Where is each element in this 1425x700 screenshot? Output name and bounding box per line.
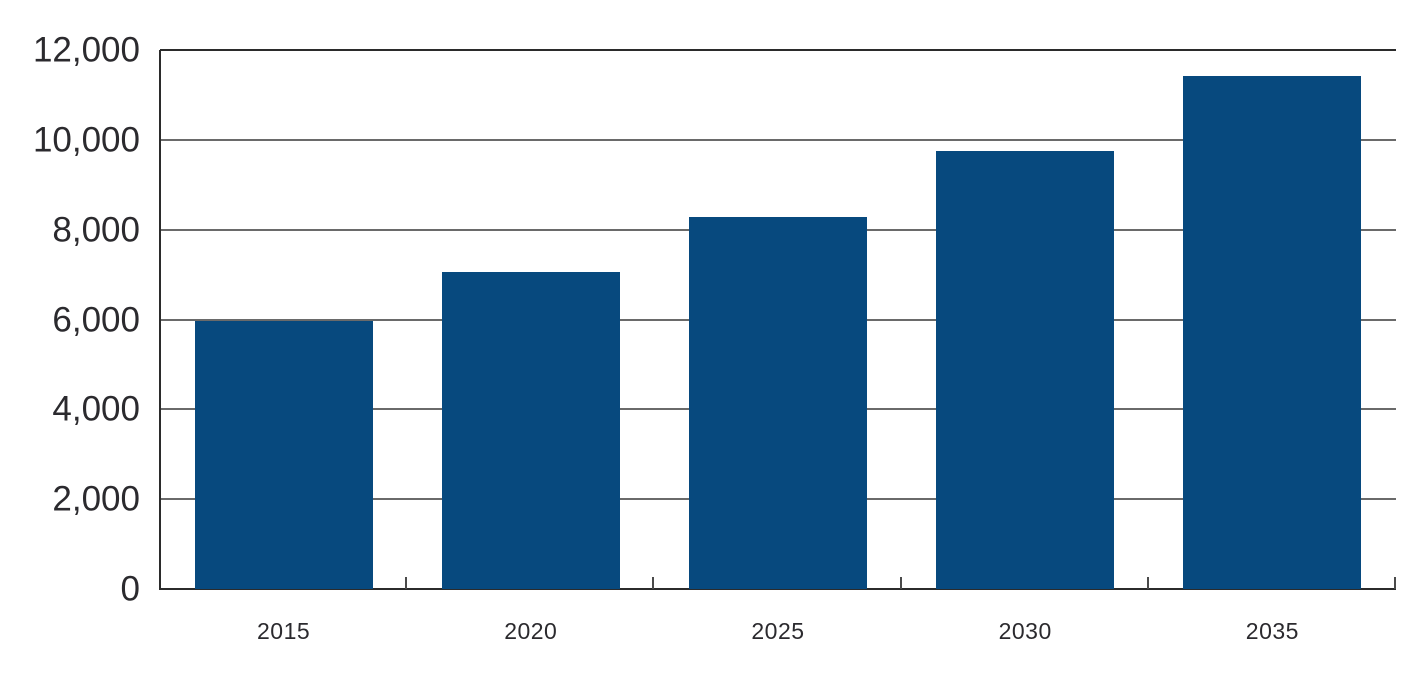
x-tick-label-2025: 2025 xyxy=(751,618,805,644)
x-tick-label-2035: 2035 xyxy=(1245,618,1299,644)
x-axis-tick xyxy=(899,577,902,589)
y-tick-label-2000: 2,000 xyxy=(52,479,140,519)
gridline-12000 xyxy=(160,49,1396,51)
y-tick-label-4000: 4,000 xyxy=(52,389,140,429)
y-tick-label-6000: 6,000 xyxy=(52,300,140,339)
x-axis-tick xyxy=(1394,577,1396,589)
y-tick-label-10000: 10,000 xyxy=(32,120,140,160)
bar-2020 xyxy=(441,272,620,589)
x-axis-tick xyxy=(1146,577,1149,589)
gridline-10000 xyxy=(160,138,1396,141)
y-tick-label-0: 0 xyxy=(120,569,140,609)
y-axis-line xyxy=(159,50,161,590)
bar-2035 xyxy=(1183,76,1362,589)
plot-area xyxy=(160,49,1396,590)
y-tick-label-12000: 12,000 xyxy=(32,30,140,70)
x-tick-label-2020: 2020 xyxy=(504,618,558,644)
x-tick-label-2015: 2015 xyxy=(257,618,311,644)
bar-2025 xyxy=(689,217,867,589)
x-axis-tick xyxy=(405,577,408,589)
y-tick-label-8000: 8,000 xyxy=(52,210,140,250)
bar-2030 xyxy=(936,151,1115,589)
y-axis-labels: 0 2,000 4,000 6,000 8,000 10,000 12,000 xyxy=(0,33,140,607)
x-axis-labels: 2015 2020 2025 2030 2035 xyxy=(160,618,1396,648)
gridline-0 xyxy=(160,588,1396,590)
x-tick-label-2030: 2030 xyxy=(998,618,1052,644)
bar-2015 xyxy=(194,320,373,589)
x-axis-tick xyxy=(652,577,655,589)
